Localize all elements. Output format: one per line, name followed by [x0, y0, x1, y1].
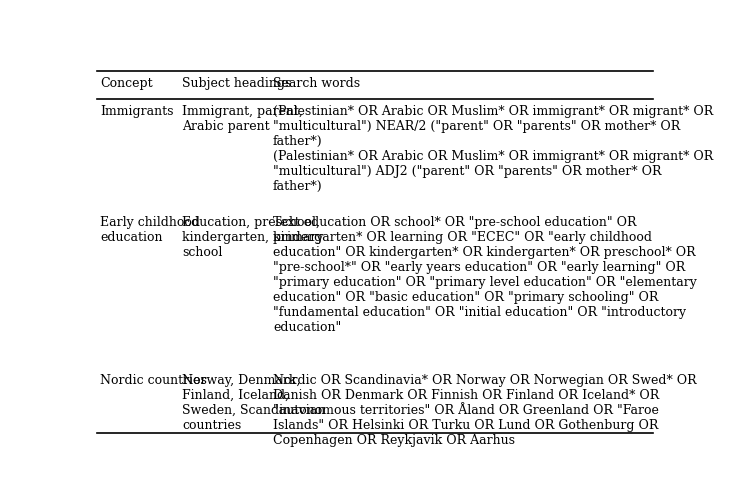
Text: Education, preschool,
kindergarten, primary
school: Education, preschool, kindergarten, prim…	[182, 216, 324, 259]
Text: (Palestinian* OR Arabic OR Muslim* OR immigrant* OR migrant* OR
"multicultural"): (Palestinian* OR Arabic OR Muslim* OR im…	[273, 105, 713, 193]
Text: Text education OR school* OR "pre-school education" OR
kindergarten* OR learning: Text education OR school* OR "pre-school…	[273, 216, 697, 334]
Text: Early childhood
education: Early childhood education	[100, 216, 200, 244]
Text: Nordic countries: Nordic countries	[100, 374, 207, 387]
Text: Subject headings: Subject headings	[182, 77, 291, 90]
Text: Search words: Search words	[273, 77, 360, 90]
Text: Concept: Concept	[100, 77, 153, 90]
Text: Immigrant, parent,
Arabic parent: Immigrant, parent, Arabic parent	[182, 105, 303, 133]
Text: Immigrants: Immigrants	[100, 105, 173, 118]
Text: Nordic OR Scandinavia* OR Norway OR Norwegian OR Swed* OR
Danish OR Denmark OR F: Nordic OR Scandinavia* OR Norway OR Norw…	[273, 374, 697, 447]
Text: Norway, Denmark,
Finland, Iceland,
Sweden, Scandinavian
countries: Norway, Denmark, Finland, Iceland, Swede…	[182, 374, 326, 432]
